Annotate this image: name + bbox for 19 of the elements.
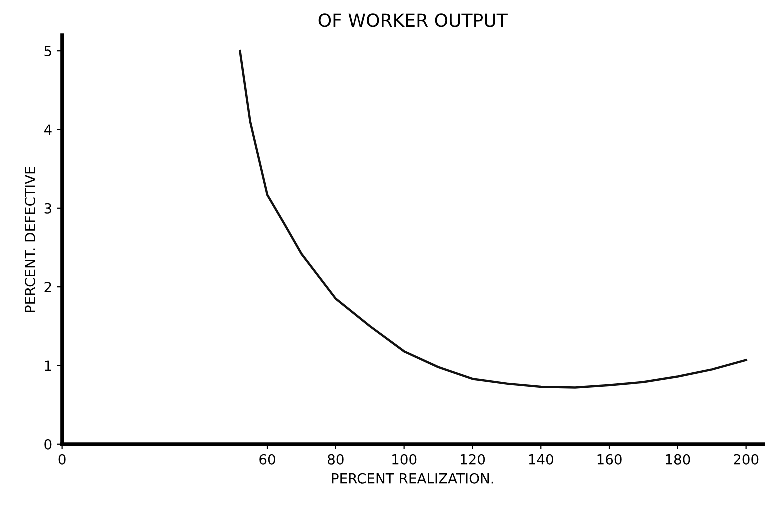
chart-title: OF WORKER OUTPUT: [318, 14, 508, 28]
x-tick-label: 120: [460, 454, 486, 465]
y-tick-label: 0: [44, 439, 52, 450]
y-axis-title: PERCENT. DEFECTIVE: [25, 167, 36, 312]
x-tick-label: 0: [58, 454, 66, 465]
line-series: [239, 50, 748, 389]
y-tick-label: 2: [44, 282, 52, 292]
x-tick-label: 100: [392, 454, 417, 465]
x-tick-label: 80: [328, 454, 344, 465]
x-tick-label: 60: [260, 454, 276, 465]
x-tick-label: 180: [666, 454, 690, 465]
x-axis-title: PERCENT REALIZATION.: [332, 473, 494, 484]
y-tick-label: 1: [45, 360, 52, 372]
y-tick-label: 4: [44, 124, 52, 136]
x-tick-label: 140: [529, 454, 554, 465]
x-tick-label: 200: [734, 454, 759, 465]
y-tick-label: 3: [44, 203, 52, 214]
y-tick-label: 5: [44, 46, 52, 57]
x-tick-label: 160: [598, 454, 622, 465]
